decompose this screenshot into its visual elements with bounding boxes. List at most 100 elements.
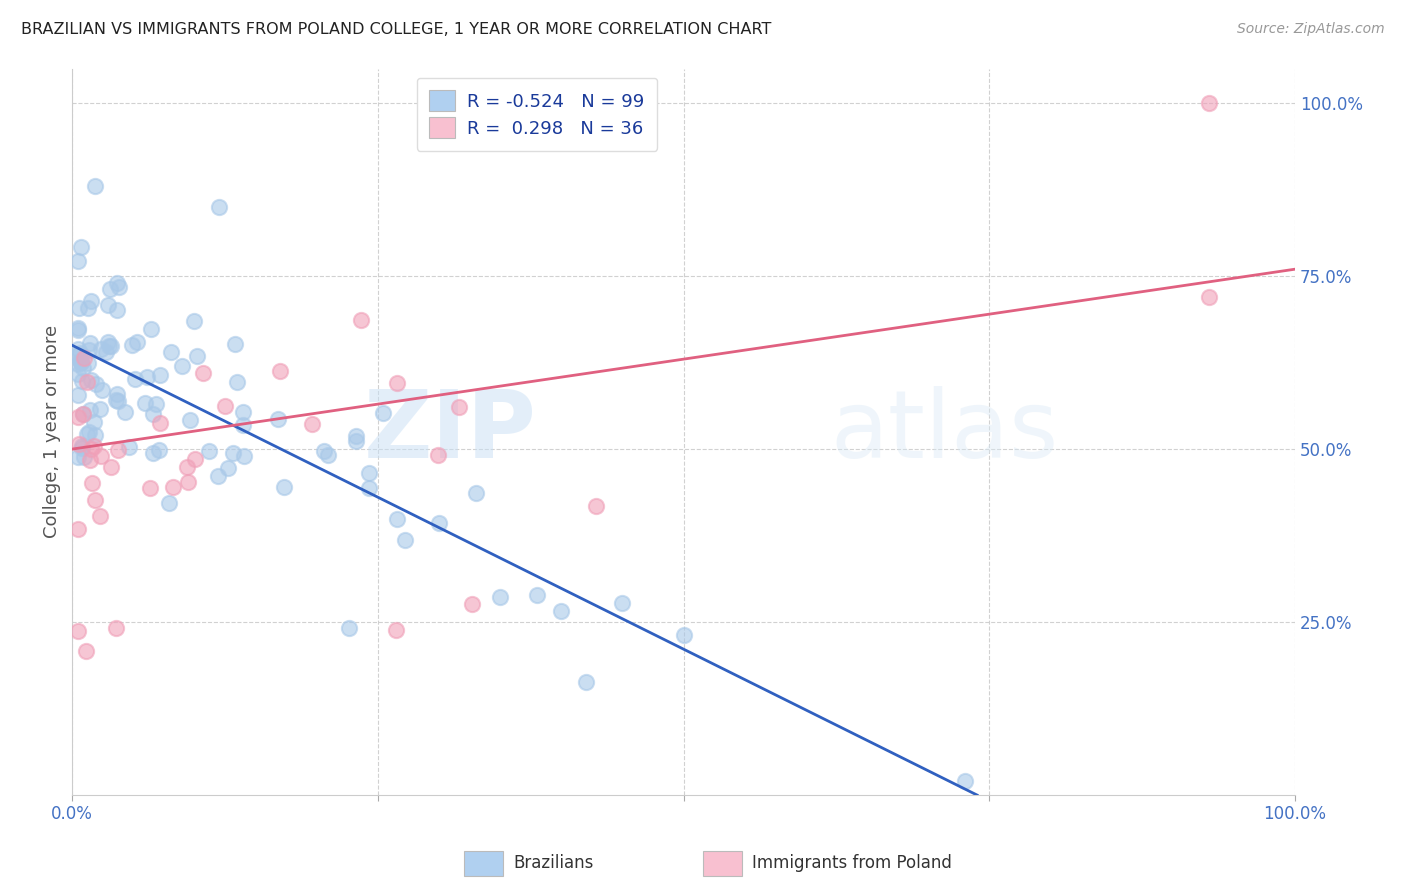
Point [76, 427, 98, 442]
Text: Source: ZipAtlas.com: Source: ZipAtlas.com [1237, 22, 1385, 37]
Point [214, 399, 236, 413]
Point [176, 460, 198, 475]
Point [73, 351, 96, 365]
Text: atlas: atlas [831, 386, 1059, 478]
Point [142, 446, 165, 460]
Point [84, 179, 107, 194]
Point [339, 621, 361, 635]
Point [96, 335, 118, 350]
Point [97, 339, 120, 353]
Point [612, 596, 634, 610]
Point [226, 375, 249, 389]
Point [207, 469, 229, 483]
Point [526, 588, 548, 602]
Point [394, 533, 416, 548]
Point [80, 293, 103, 308]
Point [90, 342, 112, 356]
Point [89, 402, 111, 417]
Point [344, 429, 367, 443]
Point [73, 450, 96, 464]
Point [172, 359, 194, 374]
Point [142, 407, 165, 421]
Point [67, 450, 90, 464]
Point [79, 373, 101, 387]
Point [100, 282, 122, 296]
Point [83, 439, 105, 453]
Point [149, 368, 172, 383]
Point [69, 355, 91, 369]
Point [186, 349, 208, 363]
Point [316, 448, 339, 462]
Text: ZIP: ZIP [364, 386, 537, 478]
Point [371, 406, 394, 420]
Point [94, 345, 117, 359]
Point [125, 334, 148, 349]
Point [121, 338, 143, 352]
Point [427, 516, 450, 530]
Point [183, 314, 205, 328]
Point [138, 482, 160, 496]
Text: Immigrants from Poland: Immigrants from Poland [752, 855, 952, 872]
Point [148, 442, 170, 457]
Point [179, 413, 201, 427]
Point [69, 346, 91, 360]
Point [72, 407, 94, 421]
Point [105, 303, 128, 318]
Point [222, 446, 245, 460]
Point [953, 774, 976, 789]
Point [67, 342, 90, 356]
Point [77, 301, 100, 316]
Point [107, 443, 129, 458]
Point [79, 403, 101, 417]
Point [70, 375, 93, 389]
Point [267, 412, 290, 426]
Point [385, 376, 408, 390]
Point [141, 322, 163, 336]
Point [67, 388, 90, 402]
Point [67, 321, 90, 335]
Point [159, 344, 181, 359]
Point [232, 405, 254, 419]
Point [72, 408, 94, 422]
Point [489, 591, 512, 605]
Point [70, 441, 93, 455]
Point [67, 522, 90, 536]
Point [124, 371, 146, 385]
Point [80, 475, 103, 490]
Point [312, 443, 335, 458]
Point [464, 485, 486, 500]
Point [344, 434, 367, 449]
Point [76, 375, 98, 389]
Point [198, 444, 221, 458]
Point [105, 277, 128, 291]
Point [105, 393, 128, 408]
Point [359, 467, 381, 481]
Point [134, 396, 156, 410]
Point [69, 355, 91, 369]
Point [1198, 290, 1220, 304]
Point [385, 624, 408, 638]
Point [447, 400, 470, 414]
Point [145, 396, 167, 410]
Point [191, 366, 214, 380]
Point [67, 358, 90, 372]
Point [67, 348, 90, 362]
Point [67, 624, 90, 638]
Point [100, 338, 122, 352]
Point [76, 356, 98, 370]
Point [184, 452, 207, 467]
Point [97, 298, 120, 312]
Point [79, 335, 101, 350]
Point [672, 628, 695, 642]
Point [77, 425, 100, 439]
Text: Brazilians: Brazilians [513, 855, 593, 872]
Point [67, 301, 90, 315]
Point [301, 417, 323, 432]
Point [460, 598, 482, 612]
Point [149, 416, 172, 430]
Point [208, 200, 231, 214]
Point [387, 512, 409, 526]
Point [100, 460, 122, 475]
Point [90, 449, 112, 463]
Point [157, 496, 180, 510]
